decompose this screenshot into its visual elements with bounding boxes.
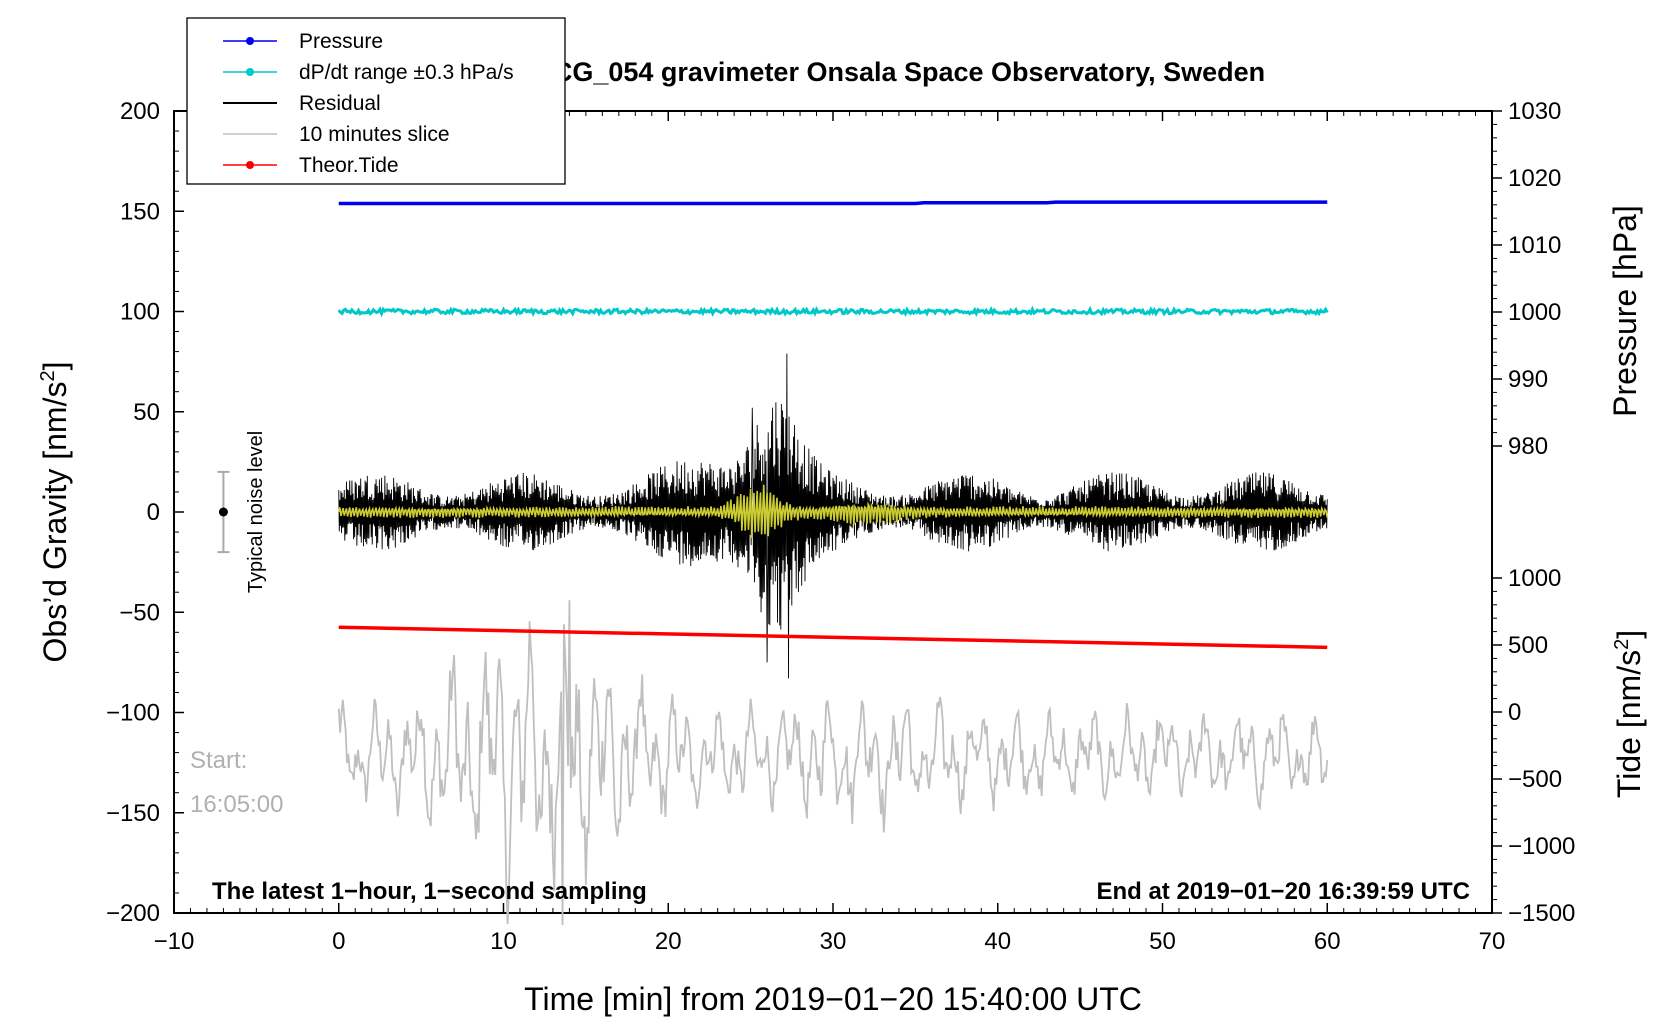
y-axis-label-left: Obs’d Gravity [nm/s2] bbox=[37, 362, 73, 663]
x-tick-label: 70 bbox=[1479, 928, 1506, 955]
y-tide-tick-label: −500 bbox=[1508, 766, 1562, 793]
x-tick-label: −10 bbox=[154, 928, 195, 955]
start-time-label: 16:05:00 bbox=[190, 791, 283, 818]
y-left-tick-label: 150 bbox=[120, 198, 160, 225]
y-pressure-tick-label: 1000 bbox=[1508, 299, 1561, 326]
y-tide-tick-label: 0 bbox=[1508, 699, 1521, 726]
y-tide-tick-label: −1500 bbox=[1508, 900, 1575, 927]
y-left-tick-label: −100 bbox=[106, 700, 160, 727]
smoothed-residual-series-line bbox=[337, 484, 1329, 538]
y-axis-label-tide-end: ] bbox=[1611, 630, 1647, 639]
y-axis-label-tide: Tide [nm/s2] bbox=[1611, 630, 1647, 798]
legend-marker bbox=[246, 161, 254, 169]
legend-label: Residual bbox=[299, 92, 381, 115]
note-right: End at 2019−01−20 16:39:59 UTC bbox=[1096, 878, 1470, 905]
dpdt-series-line bbox=[337, 305, 1329, 318]
start-label: Start: bbox=[190, 747, 247, 774]
legend-label: dP/dt range ±0.3 hPa/s bbox=[299, 61, 514, 84]
legend-items: Pressure dP/dt range ±0.3 hPa/s Residual 10… bbox=[223, 30, 514, 177]
y-axis-label-left-sup: 2 bbox=[37, 370, 59, 381]
y-tide-tick-label: −1000 bbox=[1508, 833, 1575, 860]
y-tide-tick-label: 500 bbox=[1508, 632, 1548, 659]
pressure-series-line bbox=[338, 200, 1328, 206]
y-pressure-tick-label: 1010 bbox=[1508, 232, 1561, 259]
x-tick-label: 40 bbox=[984, 928, 1011, 955]
x-tick-label: 30 bbox=[820, 928, 847, 955]
noise-bar-center bbox=[218, 507, 228, 517]
x-tick-label: 50 bbox=[1149, 928, 1176, 955]
legend-marker bbox=[246, 37, 254, 45]
residual-series-line bbox=[338, 353, 1328, 679]
legend-label: Theor.Tide bbox=[299, 154, 399, 177]
y-axis-label-tide-text: Tide [nm/s bbox=[1611, 650, 1647, 798]
y-pressure-tick-label: 990 bbox=[1508, 366, 1548, 393]
y-left-tick-label: 100 bbox=[120, 299, 160, 326]
y-tide-tick-label: 1000 bbox=[1508, 565, 1561, 592]
y-left-tick-label: −50 bbox=[119, 599, 160, 626]
y-left-tick-label: 200 bbox=[120, 98, 160, 125]
y-left-tick-label: −200 bbox=[106, 900, 160, 927]
x-tick-label: 20 bbox=[655, 928, 682, 955]
y-left-tick-label: −150 bbox=[106, 800, 160, 827]
x-tick-label: 10 bbox=[490, 928, 517, 955]
tide-series-line bbox=[338, 625, 1328, 650]
legend-marker bbox=[246, 68, 254, 76]
y-left-tick-label: 0 bbox=[147, 499, 160, 526]
legend-box bbox=[186, 17, 566, 185]
y-axis-label-pressure: Pressure [hPa] bbox=[1607, 205, 1643, 417]
y-axis-label-tide-sup: 2 bbox=[1611, 639, 1633, 650]
x-axis-label: Time [min] from 2019−01−20 15:40:00 UTC bbox=[524, 981, 1142, 1017]
noise-level-label: Typical noise level bbox=[245, 431, 267, 593]
series-layer bbox=[217, 200, 1329, 926]
y-pressure-tick-label: 1030 bbox=[1508, 98, 1561, 125]
note-left: The latest 1−hour, 1−second sampling bbox=[212, 878, 647, 905]
slice-series-line bbox=[337, 600, 1329, 926]
y-axis-label-left-end: ] bbox=[37, 362, 73, 371]
x-tick-label: 0 bbox=[332, 928, 345, 955]
legend: Pressure dP/dt range ±0.3 hPa/s Residual 10… bbox=[186, 17, 566, 185]
y-axis-label-left-text: Obs’d Gravity [nm/s bbox=[37, 382, 73, 663]
y-pressure-tick-label: 980 bbox=[1508, 433, 1548, 460]
legend-label: 10 minutes slice bbox=[299, 123, 450, 146]
y-left-tick-label: 50 bbox=[133, 399, 160, 426]
axis-ticks: −10 0 10 20 30 40 50 60 70200150100500−50−100−15… bbox=[106, 98, 1575, 955]
chart-title: SCG_054 gravimeter Onsala Space Observat… bbox=[535, 57, 1265, 87]
y-pressure-tick-label: 1020 bbox=[1508, 165, 1561, 192]
x-tick-label: 60 bbox=[1314, 928, 1341, 955]
legend-label: Pressure bbox=[299, 30, 383, 53]
